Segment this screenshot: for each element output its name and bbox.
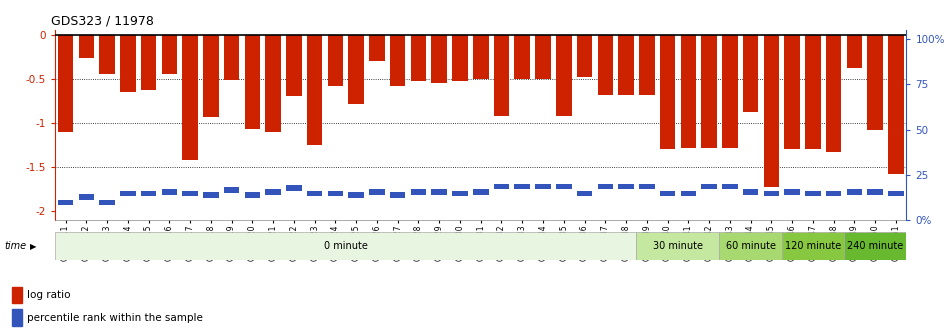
Bar [785,189,800,195]
Text: log ratio: log ratio [28,290,71,300]
Text: GDS323 / 11978: GDS323 / 11978 [51,15,154,28]
Bar [576,191,592,197]
Text: 0 minute: 0 minute [324,241,368,251]
Bar [639,35,654,95]
Bar [369,35,385,61]
Bar [888,191,903,197]
Bar [576,35,592,77]
Bar [223,35,240,80]
Bar [825,191,842,197]
Bar [660,35,675,150]
Text: 60 minute: 60 minute [726,241,776,251]
Bar [204,193,219,198]
Bar [844,232,906,260]
Bar [452,191,468,197]
Bar [328,35,343,86]
Text: 240 minute: 240 minute [847,241,903,251]
Bar [867,35,883,130]
Bar [286,185,301,191]
Bar [141,35,156,90]
Bar [55,232,636,260]
Bar [701,184,717,190]
Bar [244,193,261,198]
Bar [411,35,426,81]
Bar [58,35,73,132]
Bar [307,191,322,197]
Bar [825,35,842,152]
Bar [494,35,510,116]
Bar [618,184,633,190]
Bar [473,189,489,195]
Bar [328,191,343,197]
Bar [846,35,863,68]
Bar [785,35,800,150]
Bar [701,35,717,148]
Bar [265,189,281,195]
Bar [556,35,572,116]
Bar [639,184,654,190]
Bar [307,35,322,145]
Bar [141,191,156,197]
Bar [162,35,177,74]
Bar [764,35,779,186]
Bar [11,287,23,303]
Bar [162,189,177,195]
Bar [79,194,94,200]
Bar [743,189,758,195]
Bar [535,35,551,79]
Bar [99,35,115,74]
Bar [722,35,738,148]
Bar [432,35,447,83]
Bar [722,184,738,190]
Bar [514,184,530,190]
Bar [79,35,94,58]
Bar [514,35,530,79]
Bar [99,200,115,205]
Bar [636,232,720,260]
Bar [681,191,696,197]
Text: percentile rank within the sample: percentile rank within the sample [28,312,204,323]
Bar [888,35,903,174]
Bar [390,193,405,198]
Bar [265,35,281,132]
Bar [597,184,613,190]
Text: ▶: ▶ [30,242,37,251]
Bar [660,191,675,197]
Bar [556,184,572,190]
Bar [286,35,301,96]
Bar [411,189,426,195]
Bar [535,184,551,190]
Bar [183,35,198,160]
Bar [597,35,613,95]
Bar [473,35,489,79]
Text: 120 minute: 120 minute [785,241,841,251]
Text: 30 minute: 30 minute [653,241,703,251]
Bar [846,189,863,195]
Bar [782,232,844,260]
Bar [681,35,696,148]
Bar [183,191,198,197]
Bar [204,35,219,117]
Bar [390,35,405,86]
Bar [805,35,821,150]
Bar [11,309,23,326]
Bar [743,35,758,112]
Bar [867,189,883,195]
Bar [348,193,364,198]
Bar [452,35,468,81]
Bar [223,187,240,193]
Bar [805,191,821,197]
Bar [618,35,633,95]
Bar [120,35,136,92]
Bar [720,232,782,260]
Bar [120,191,136,197]
Bar [348,35,364,103]
Bar [494,184,510,190]
Bar [244,35,261,129]
Bar [764,191,779,197]
Text: time: time [5,241,27,251]
Bar [369,189,385,195]
Bar [58,200,73,205]
Bar [432,189,447,195]
